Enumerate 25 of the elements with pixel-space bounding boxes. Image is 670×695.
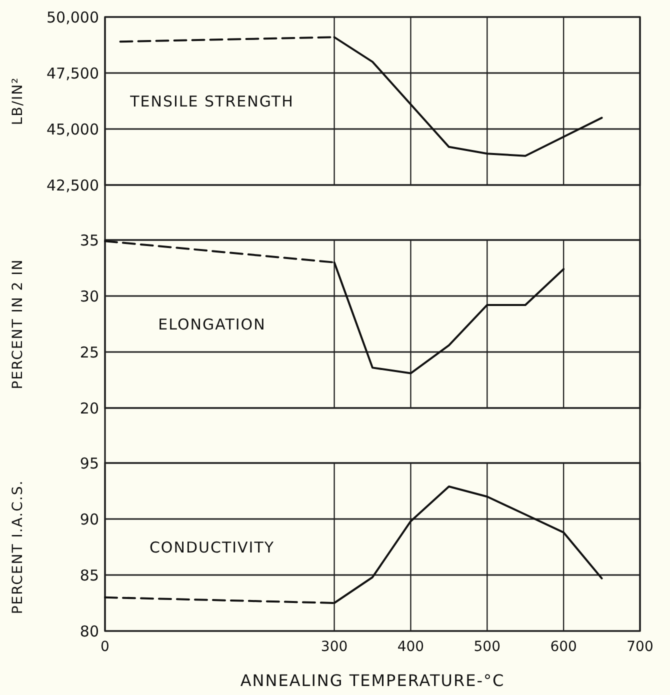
x-axis-title: ANNEALING TEMPERATURE-°C [240,671,505,690]
y-tick-label: 80 [80,622,99,640]
y-axis-title: PERCENT IN 2 IN [10,258,26,390]
annotation: CONDUCTIVITY [149,538,275,556]
x-tick-label: 500 [474,639,501,655]
x-tick-label: 600 [550,639,577,655]
y-tick-label: 45,000 [46,120,99,138]
x-tick-label: 300 [320,639,348,655]
x-tick-label: 700 [626,639,654,655]
y-tick-label: 90 [80,510,99,528]
x-tick-label: 0 [100,639,110,655]
y-tick-label: 20 [80,399,99,418]
y-tick-label: 35 [80,231,99,250]
y-axis-title: LB/IN² [10,76,26,126]
annotation: ELONGATION [158,315,266,334]
y-tick-label: 85 [80,566,99,584]
y-tick-label: 47,500 [46,64,99,82]
x-tick-label: 400 [397,639,424,655]
y-tick-label: 95 [80,454,99,472]
y-tick-label: 50,000 [46,8,99,26]
annotation: TENSILE STRENGTH [129,92,294,110]
y-tick-label: 25 [80,343,99,362]
y-axis-title: PERCENT I.A.C.S. [10,480,26,614]
y-tick-label: 42,500 [46,176,99,194]
y-tick-label: 30 [80,287,99,306]
